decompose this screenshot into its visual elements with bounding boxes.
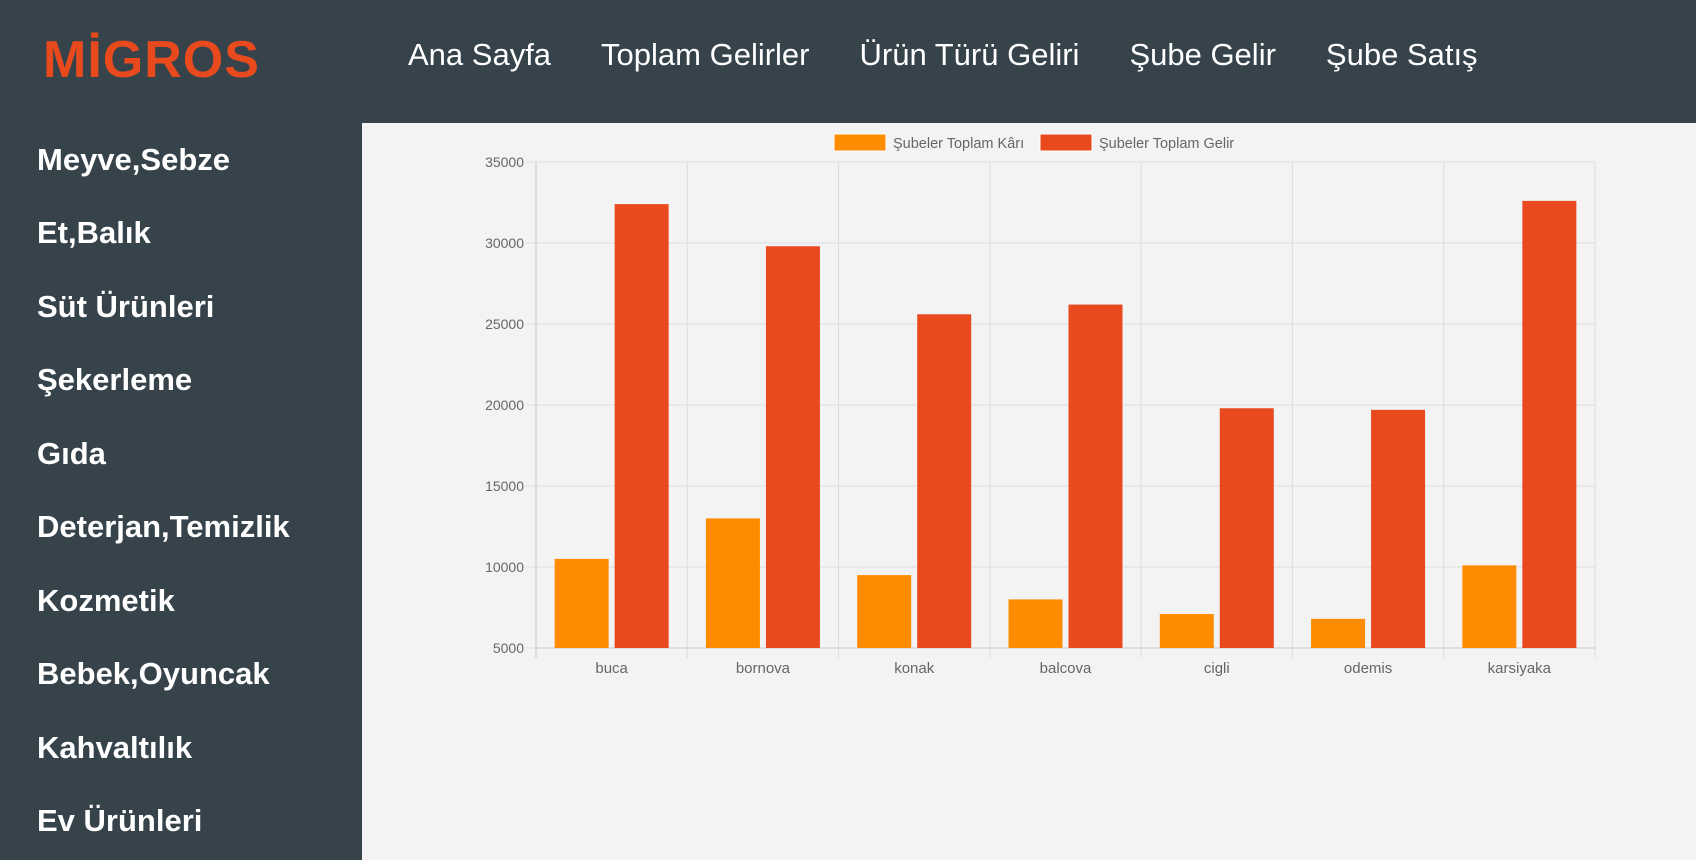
sidebar-item-et-balik[interactable]: Et,Balık bbox=[37, 215, 151, 250]
bar-revenue bbox=[765, 246, 820, 648]
migros-logo[interactable]: MİGROS bbox=[43, 31, 260, 89]
legend-label-profit: Şubeler Toplam Kârı bbox=[893, 136, 1024, 152]
bar-revenue bbox=[917, 314, 972, 648]
main-content: 35000 30000 25000 20000 15000 10000 5000 buca bo… bbox=[362, 123, 1696, 860]
bar-profit bbox=[705, 518, 760, 648]
x-category-label: karsiyaka bbox=[1488, 660, 1552, 677]
x-category-label: cigli bbox=[1204, 660, 1230, 677]
bar-revenue bbox=[614, 204, 669, 648]
bar-revenue bbox=[1068, 304, 1123, 648]
top-header: MİGROS Ana Sayfa Toplam Gelirler Ürün Tü… bbox=[0, 0, 1696, 123]
sidebar-item-deterjan-temizlik[interactable]: Deterjan,Temizlik bbox=[37, 509, 290, 544]
y-tick-label: 5000 bbox=[493, 640, 524, 656]
bar-revenue bbox=[1371, 409, 1426, 648]
bar-profit bbox=[857, 575, 912, 648]
x-category-label: balcova bbox=[1040, 660, 1092, 677]
y-tick-label: 30000 bbox=[485, 235, 524, 251]
sidebar-item-bebek-oyuncak[interactable]: Bebek,Oyuncak bbox=[37, 656, 270, 691]
y-tick-label: 15000 bbox=[485, 478, 524, 494]
y-tick-label: 10000 bbox=[485, 559, 524, 575]
sidebar-item-ev-urunleri[interactable]: Ev Ürünleri bbox=[37, 803, 203, 838]
nav-sube-gelir[interactable]: Şube Gelir bbox=[1129, 37, 1276, 72]
sidebar-item-sekerleme[interactable]: Şekerleme bbox=[37, 362, 193, 397]
category-sidebar: Meyve,Sebze Et,Balık Süt Ürünleri Şekerl… bbox=[0, 123, 362, 860]
bar-profit bbox=[1462, 565, 1517, 648]
bar-profit bbox=[554, 558, 609, 648]
bar-revenue bbox=[1522, 200, 1577, 648]
branch-revenue-chart: 35000 30000 25000 20000 15000 10000 5000 buca bo… bbox=[485, 133, 1596, 677]
x-category-label: odemis bbox=[1344, 660, 1392, 677]
legend-swatch-profit bbox=[833, 133, 887, 152]
nav-urun-turu-geliri[interactable]: Ürün Türü Geliri bbox=[859, 37, 1080, 72]
legend-swatch-revenue bbox=[1039, 133, 1093, 152]
legend-label-revenue: Şubeler Toplam Gelir bbox=[1099, 136, 1234, 152]
bar-profit bbox=[1008, 599, 1063, 648]
x-category-label: buca bbox=[595, 660, 628, 677]
sidebar-item-sut-urunleri[interactable]: Süt Ürünleri bbox=[37, 289, 215, 324]
y-tick-label: 25000 bbox=[485, 316, 524, 332]
nav-toplam-gelirler[interactable]: Toplam Gelirler bbox=[601, 37, 810, 72]
top-nav: Ana Sayfa Toplam Gelirler Ürün Türü Geli… bbox=[408, 30, 1528, 80]
sidebar-item-kahvaltilik[interactable]: Kahvaltılık bbox=[37, 730, 193, 765]
sidebar-item-meyve-sebze[interactable]: Meyve,Sebze bbox=[37, 142, 230, 177]
sidebar-item-gida[interactable]: Gıda bbox=[37, 436, 106, 471]
nav-sube-satis[interactable]: Şube Satış bbox=[1325, 37, 1478, 72]
bar-profit bbox=[1311, 618, 1366, 648]
bar-profit bbox=[1159, 613, 1214, 648]
nav-ana-sayfa[interactable]: Ana Sayfa bbox=[408, 37, 552, 72]
sidebar-item-kozmetik[interactable]: Kozmetik bbox=[37, 583, 175, 618]
x-category-label: konak bbox=[894, 660, 935, 677]
y-tick-label: 20000 bbox=[485, 397, 524, 413]
y-tick-label: 35000 bbox=[485, 154, 524, 170]
x-category-label: bornova bbox=[736, 660, 791, 677]
bar-revenue bbox=[1219, 408, 1274, 648]
